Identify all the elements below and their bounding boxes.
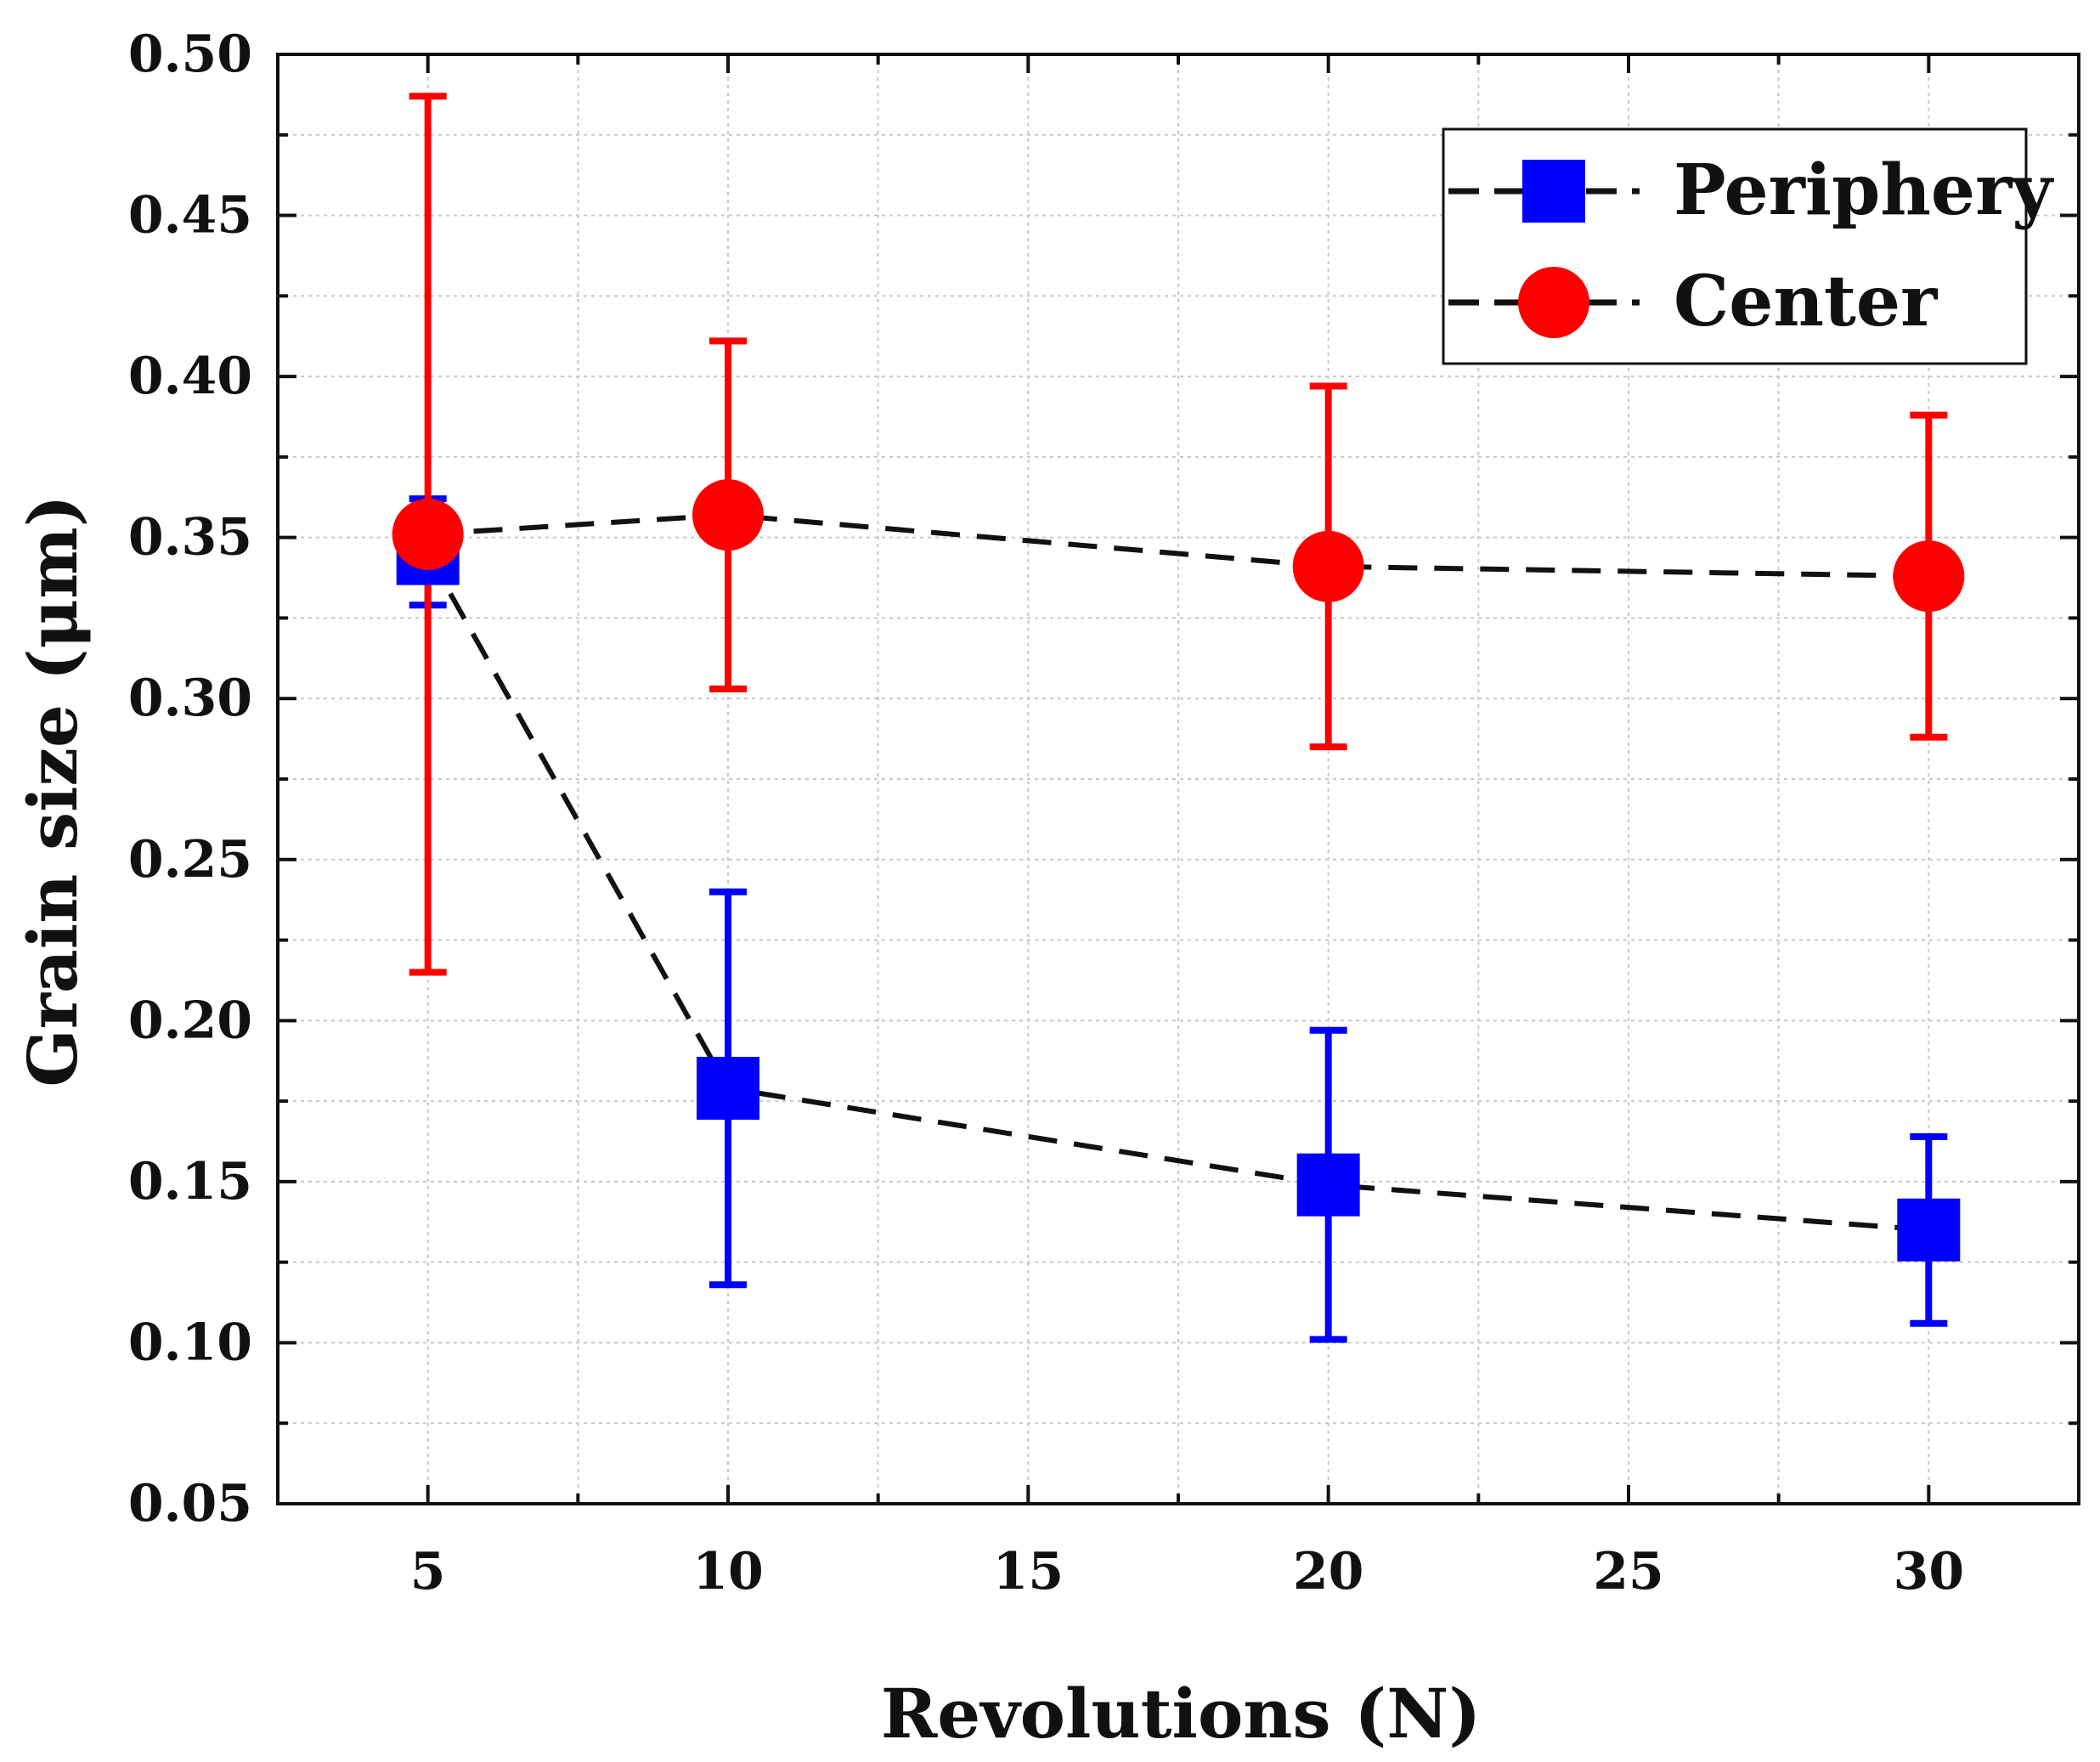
data-point-center	[392, 498, 464, 570]
legend-periphery-marker	[1522, 160, 1585, 223]
x-tick-label: 15	[993, 1542, 1064, 1601]
y-tick-label: 0.05	[128, 1474, 252, 1533]
y-axis-title: Grain size (μm)	[13, 494, 93, 1087]
data-point-center	[1292, 530, 1364, 602]
legend-center-label: Center	[1674, 261, 1939, 342]
data-point-periphery	[1296, 1153, 1360, 1217]
legend: Periphery Center	[1442, 127, 2054, 365]
legend-periphery-label: Periphery	[1674, 150, 2054, 231]
data-point-center	[692, 479, 764, 551]
data-point-periphery	[697, 1056, 759, 1120]
y-tick-label: 0.40	[128, 347, 252, 406]
series-line-center	[427, 512, 1929, 579]
y-tick-label: 0.30	[128, 669, 252, 728]
x-tick-label: 10	[692, 1542, 764, 1601]
series-line-periphery	[426, 552, 1929, 1233]
x-tick-label: 30	[1894, 1542, 1965, 1601]
y-tick-label: 0.35	[128, 508, 252, 568]
data-markers	[392, 479, 1965, 1262]
x-axis-title: Revolutions (N)	[881, 1674, 1481, 1754]
y-tick-label: 0.50	[128, 25, 252, 84]
x-tick-label: 20	[1293, 1542, 1364, 1601]
legend-center-marker	[1518, 267, 1589, 338]
y-tick-label: 0.45	[128, 186, 252, 246]
x-tick-label: 25	[1593, 1542, 1664, 1601]
y-tick-label: 0.10	[128, 1313, 252, 1372]
x-tick-label: 5	[410, 1542, 446, 1601]
data-point-periphery	[1897, 1198, 1961, 1262]
data-point-center	[1893, 540, 1965, 613]
series-lines	[426, 512, 1929, 1233]
y-tick-label: 0.20	[128, 991, 252, 1050]
y-tick-label: 0.25	[128, 830, 252, 889]
y-tick-label: 0.15	[128, 1152, 252, 1211]
ticks: 5 10 15 20 25 30 0.05 0.10 0.15 0.20 0.25 0.30 0.35 0…	[128, 25, 2079, 1601]
